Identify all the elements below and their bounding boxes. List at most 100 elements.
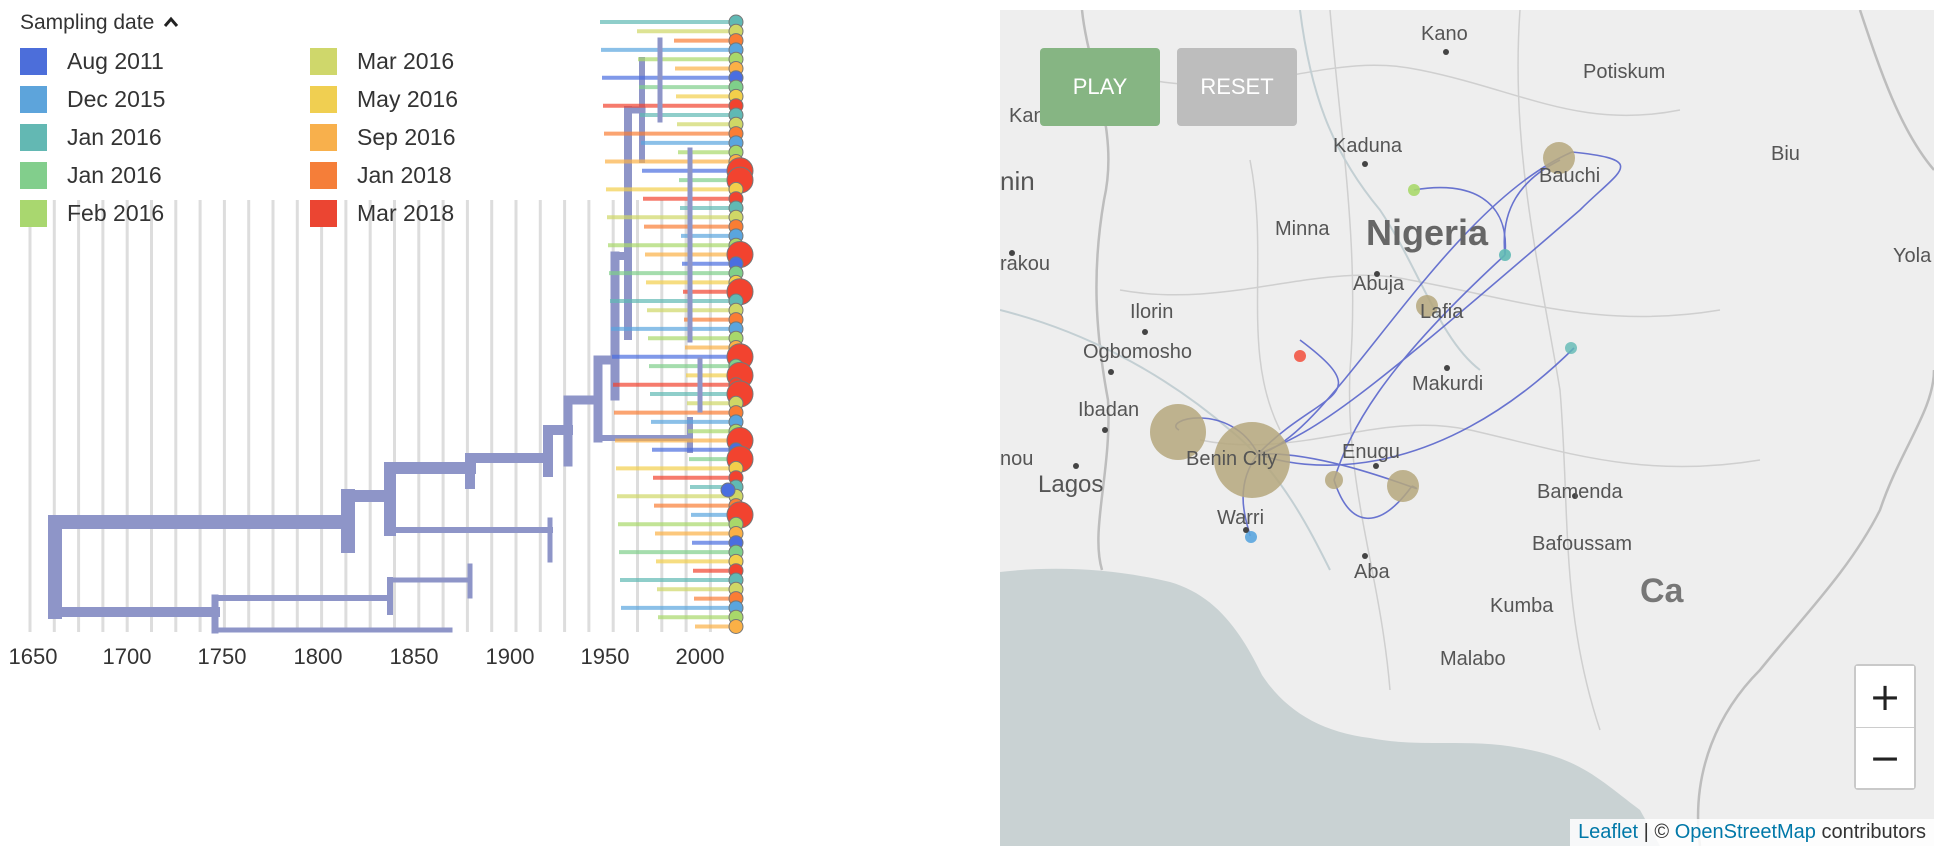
city-label: Abuja <box>1353 273 1405 295</box>
legend-label: Sep 2016 <box>357 123 456 150</box>
city-dot <box>1362 553 1368 559</box>
location-circle[interactable] <box>1214 422 1290 498</box>
city-label: Ilorin <box>1130 301 1173 323</box>
city-label: Minna <box>1275 218 1330 240</box>
legend-swatch <box>20 85 47 113</box>
city-label: Lagos <box>1038 471 1103 498</box>
axis-tick-label: 1700 <box>103 644 152 669</box>
axis-tick-label: 1850 <box>390 644 439 669</box>
legend-item[interactable]: Sep 2016 <box>310 118 510 156</box>
zoom-out-button[interactable]: − <box>1856 727 1914 788</box>
city-dot <box>1102 427 1108 433</box>
city-label: Bamenda <box>1537 481 1623 503</box>
migration-arc <box>1257 151 1622 455</box>
city-dot <box>1142 329 1148 335</box>
city-label: Lafia <box>1420 301 1464 323</box>
legend-swatch <box>310 161 337 189</box>
city-dot <box>1374 271 1380 277</box>
country-border <box>1858 10 1934 171</box>
state-border <box>1119 10 1761 731</box>
legend-label: Feb 2016 <box>67 199 165 226</box>
legend-swatch <box>20 161 47 189</box>
legend-title: Sampling date <box>20 11 155 34</box>
city-label: Potiskum <box>1583 61 1665 83</box>
legend-item[interactable]: Mar 2018 <box>310 194 510 232</box>
location-circle[interactable] <box>1408 184 1420 196</box>
legend-label: Dec 2015 <box>67 85 166 112</box>
river <box>1000 10 1481 571</box>
country-label: Nigeria <box>1366 212 1489 253</box>
play-button[interactable]: PLAY <box>1040 48 1160 126</box>
city-label: Warri <box>1217 507 1264 529</box>
migration-arc <box>1257 339 1340 455</box>
city-dot <box>1009 250 1015 256</box>
city-dot <box>1572 493 1578 499</box>
city-label: Aba <box>1354 561 1390 583</box>
country-border <box>1696 369 1934 846</box>
legend-swatch <box>310 85 337 113</box>
osm-link[interactable]: OpenStreetMap <box>1674 821 1816 843</box>
legend-item[interactable]: Jan 2016 <box>20 118 310 156</box>
legend-item[interactable]: Dec 2015 <box>20 80 310 118</box>
city-dot <box>1362 161 1368 167</box>
location-circle[interactable] <box>1294 350 1306 362</box>
legend-swatch <box>20 123 47 151</box>
legend-item[interactable]: Aug 2011 <box>20 42 310 80</box>
legend-toggle[interactable]: Sampling date <box>20 8 520 38</box>
city-label: Kumba <box>1490 595 1554 617</box>
city-label: nou <box>1000 448 1033 470</box>
tree-tip[interactable] <box>720 482 736 498</box>
location-circle[interactable] <box>1416 295 1438 317</box>
city-label: Benin City <box>1186 448 1277 470</box>
city-label: Malabo <box>1440 648 1506 670</box>
tree-tips <box>720 14 754 634</box>
zoom-in-button[interactable]: + <box>1856 666 1914 727</box>
axis-tick-label: 1950 <box>581 644 630 669</box>
city-label: Ibadan <box>1078 399 1139 421</box>
transmission-map[interactable]: Kano Potiskum Kandi Kaduna Bauchi Biu ni… <box>1000 10 1934 846</box>
axis-tick-label: 1650 <box>9 644 58 669</box>
attribution-suffix: contributors <box>1815 821 1926 843</box>
city-label: Biu <box>1771 143 1800 165</box>
legend-item[interactable]: Jan 2016 <box>20 156 310 194</box>
city-dot <box>1073 463 1079 469</box>
legend-swatch <box>310 123 337 151</box>
location-circle[interactable] <box>1245 531 1257 543</box>
axis-tick-label: 1800 <box>294 644 343 669</box>
tree-time-axis: 1650 1700 1750 1800 1850 1900 1950 2000 <box>9 644 725 669</box>
migration-arc <box>1257 347 1575 466</box>
legend-swatch <box>20 199 47 227</box>
city-label: Kaduna <box>1333 135 1403 157</box>
city-dot <box>1243 527 1249 533</box>
city-label: Makurdi <box>1412 373 1483 395</box>
city-label: rakou <box>1000 253 1050 275</box>
zoom-control: + − <box>1854 664 1916 790</box>
attribution-separator: | © <box>1638 821 1675 843</box>
city-label: Yola <box>1893 245 1932 267</box>
phylogenetic-tree: 1650 1700 1750 1800 1850 1900 1950 2000 <box>9 14 754 669</box>
gulf-of-guinea-sea <box>1000 568 1660 846</box>
legend-label: Jan 2016 <box>67 161 162 188</box>
map-canvas[interactable]: Kano Potiskum Kandi Kaduna Bauchi Biu ni… <box>1000 10 1934 846</box>
legend-item[interactable]: Mar 2016 <box>310 42 510 80</box>
location-circle[interactable] <box>1565 342 1577 354</box>
location-circle[interactable] <box>1543 142 1575 174</box>
leaflet-link[interactable]: Leaflet <box>1578 821 1639 843</box>
axis-tick-label: 2000 <box>676 644 725 669</box>
tree-tip[interactable] <box>728 619 744 634</box>
city-dot <box>1108 369 1114 375</box>
legend-item[interactable]: Jan 2018 <box>310 156 510 194</box>
location-circle[interactable] <box>1387 470 1419 502</box>
city-dot <box>1443 49 1449 55</box>
migration-arc <box>1257 151 1573 455</box>
legend-item[interactable]: Feb 2016 <box>20 194 310 232</box>
legend-item[interactable]: May 2016 <box>310 80 510 118</box>
legend-label: Aug 2011 <box>67 47 164 74</box>
location-circle[interactable] <box>1150 404 1206 460</box>
city-label: Bafoussam <box>1532 533 1632 555</box>
location-circle[interactable] <box>1499 249 1511 261</box>
reset-button[interactable]: RESET <box>1177 48 1297 126</box>
location-circle[interactable] <box>1325 471 1343 489</box>
legend-label: Mar 2016 <box>357 47 455 74</box>
legend-label: May 2016 <box>357 85 459 112</box>
